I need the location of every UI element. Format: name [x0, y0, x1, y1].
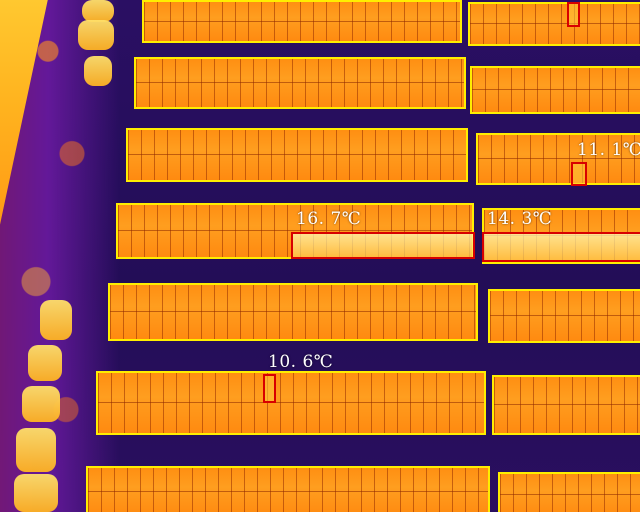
defect-marker[interactable]: [567, 2, 580, 27]
solar-panel[interactable]: [476, 133, 640, 185]
bush: [82, 0, 114, 22]
solar-panel[interactable]: [108, 283, 478, 341]
temperature-label: 16. 7℃: [296, 209, 362, 229]
hot-zone-marker[interactable]: [482, 232, 640, 262]
temperature-label: 14. 3℃: [487, 209, 553, 229]
solar-panel[interactable]: [470, 66, 640, 114]
bush: [84, 56, 112, 86]
solar-panel[interactable]: [488, 289, 640, 343]
defect-marker[interactable]: [571, 162, 587, 186]
temperature-label: 10. 6℃: [268, 352, 334, 372]
solar-panel[interactable]: [126, 128, 468, 182]
defect-marker[interactable]: [263, 374, 276, 403]
solar-panel[interactable]: [468, 2, 640, 46]
solar-panel[interactable]: [498, 472, 640, 512]
solar-panel[interactable]: [142, 0, 462, 43]
solar-panel[interactable]: [96, 371, 486, 435]
bush: [14, 474, 58, 512]
temperature-label: 11. 1℃: [577, 140, 640, 160]
bush: [40, 300, 72, 340]
solar-panel[interactable]: [492, 375, 640, 435]
bush: [28, 345, 62, 381]
bush: [16, 428, 56, 472]
bush: [22, 386, 60, 422]
hot-zone-marker[interactable]: [291, 232, 475, 259]
solar-panel[interactable]: [86, 466, 490, 512]
solar-panel[interactable]: [134, 57, 466, 109]
bush: [78, 20, 114, 50]
